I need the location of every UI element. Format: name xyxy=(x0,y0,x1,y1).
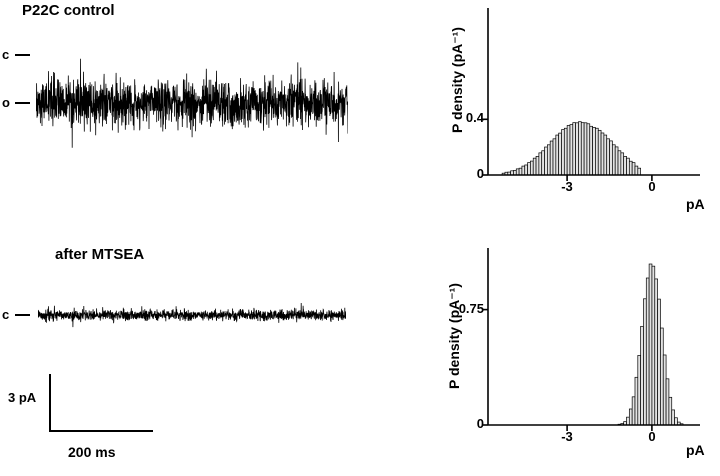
level-label-closed: c xyxy=(2,47,10,62)
x-tick-label-0: 0 xyxy=(648,429,656,444)
level-label-closed: c xyxy=(2,307,10,322)
x-axis-unit-pA: pA xyxy=(686,442,705,458)
amplitude-scale-label: 3 pA xyxy=(8,390,37,405)
level-dash-icon xyxy=(15,314,30,316)
y-tick-label-0: 0 xyxy=(476,416,484,431)
x-axis-unit-pA: pA xyxy=(686,196,705,212)
mtsea-current-trace xyxy=(38,302,346,328)
y-axis-label-mtsea-histogram: P density (pA⁻¹) xyxy=(446,283,462,389)
x-tick-label-0: 0 xyxy=(648,179,656,194)
y-tick-label-0: 0 xyxy=(476,166,484,181)
control-current-trace xyxy=(36,58,348,148)
mtsea-amplitude-histogram xyxy=(482,248,700,431)
level-marker-closed-control: c xyxy=(2,48,30,62)
control-amplitude-histogram xyxy=(482,8,700,181)
x-tick-label-minus3: -3 xyxy=(561,179,573,194)
y-tick-label-0.75: 0.75 xyxy=(458,301,484,316)
level-label-open: o xyxy=(2,95,10,110)
time-scale-label: 200 ms xyxy=(68,444,116,460)
panel-title-mtsea: after MTSEA xyxy=(55,246,145,263)
level-marker-open-control: o xyxy=(2,96,30,110)
level-dash-icon xyxy=(15,102,30,104)
amplitude-scale-bar xyxy=(49,374,51,432)
y-axis-label-control-histogram: P density (pA⁻¹) xyxy=(449,27,465,133)
y-tick-label-0.4: 0.4 xyxy=(465,110,484,125)
x-tick-label-minus3: -3 xyxy=(561,429,573,444)
panel-title-control: P22C control xyxy=(22,2,115,19)
time-scale-bar xyxy=(49,430,153,432)
level-dash-icon xyxy=(15,54,30,56)
level-marker-closed-mtsea: c xyxy=(2,308,30,322)
